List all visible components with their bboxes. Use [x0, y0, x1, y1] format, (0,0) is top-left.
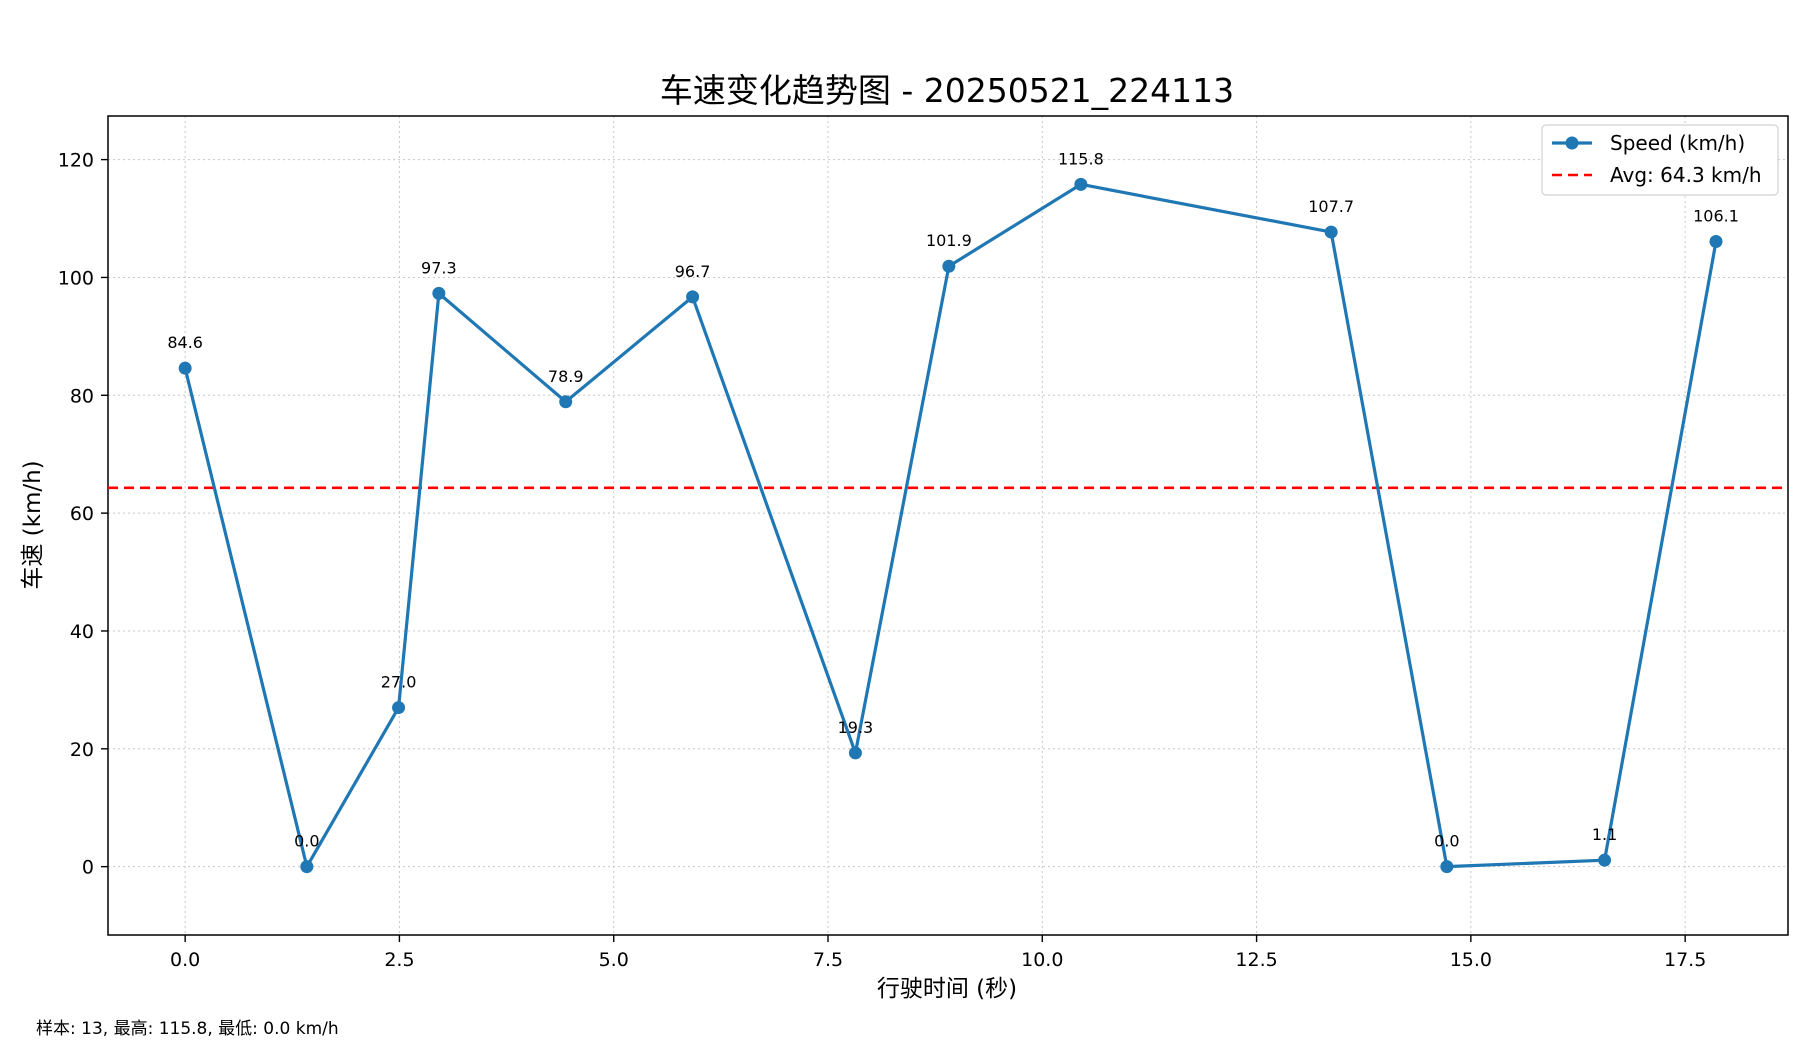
speed-data-point	[1324, 225, 1338, 239]
x-tick-label: 17.5	[1664, 949, 1706, 971]
legend-series-swatch-marker	[1565, 136, 1579, 150]
y-tick-label: 20	[70, 739, 94, 761]
speed-data-label: 96.7	[675, 262, 711, 281]
speed-data-label: 1.1	[1592, 825, 1617, 844]
x-tick-label: 7.5	[813, 949, 843, 971]
y-tick-label: 120	[58, 150, 94, 172]
y-tick-label: 80	[70, 385, 94, 407]
axes-layer: 0.0 2.5 5.0 7.5 10.0 12.5 15.0 17.5 0 20 40 60 80 100…	[58, 115, 1789, 971]
speed-data-label: 84.6	[167, 333, 203, 352]
speed-data-point	[178, 361, 192, 375]
speed-data-label: 107.7	[1308, 197, 1354, 216]
speed-data-point	[559, 395, 573, 409]
speed-data-point	[1709, 235, 1723, 249]
speed-data-label: 115.8	[1058, 149, 1104, 168]
speed-data-label: 101.9	[926, 231, 972, 250]
speed-data-point	[300, 860, 314, 874]
speed-data-label: 106.1	[1693, 207, 1739, 226]
speed-data-label: 78.9	[548, 367, 584, 386]
speed-series-line	[183, 182, 1718, 869]
x-tick-label: 10.0	[1021, 949, 1063, 971]
legend-frame	[1541, 124, 1779, 196]
speed-data-point	[392, 701, 406, 715]
plot-frame	[107, 115, 1789, 936]
x-tick-label: 5.0	[599, 949, 629, 971]
y-tick-label: 0	[82, 857, 94, 879]
y-tick-label: 100	[58, 267, 94, 289]
legend: Speed (km/h) Avg: 64.3 km/h	[1541, 124, 1779, 196]
y-axis-label: 车速 (km/h)	[20, 460, 46, 589]
x-tick-label: 0.0	[170, 949, 200, 971]
y-tick-label: 40	[70, 621, 94, 643]
speed-data-label: 0.0	[294, 832, 319, 851]
speed-data-label: 0.0	[1434, 832, 1459, 851]
summary-footer: 样本: 13, 最高: 115.8, 最低: 0.0 km/h	[36, 1019, 339, 1039]
legend-series-label: Speed (km/h)	[1610, 131, 1745, 155]
speed-data-label: 97.3	[421, 258, 457, 277]
chart-title: 车速变化趋势图 - 20250521_224113	[660, 71, 1234, 110]
speed-data-point	[848, 746, 862, 760]
legend-average-label: Avg: 64.3 km/h	[1610, 163, 1762, 187]
x-tick-label: 12.5	[1235, 949, 1277, 971]
grid-layer	[108, 116, 1788, 935]
speed-data-point	[942, 259, 956, 273]
x-tick-label: 15.0	[1450, 949, 1492, 971]
x-axis-label: 行驶时间 (秒)	[877, 976, 1017, 1002]
speed-data-point	[1074, 177, 1088, 191]
speed-data-point	[1598, 853, 1612, 867]
x-tick-label: 2.5	[384, 949, 414, 971]
speed-data-label: 19.3	[838, 718, 874, 737]
y-tick-label: 60	[70, 503, 94, 525]
series-layer	[178, 177, 1723, 874]
speed-data-label: 27.0	[381, 673, 417, 692]
speed-data-point	[1440, 860, 1454, 874]
speed-data-point	[686, 290, 700, 304]
data-labels-layer: 84.6 0.0 27.0 97.3 78.9 96.7 19.3 101.9 115.8 107…	[167, 149, 1739, 850]
speed-data-point	[432, 286, 446, 300]
